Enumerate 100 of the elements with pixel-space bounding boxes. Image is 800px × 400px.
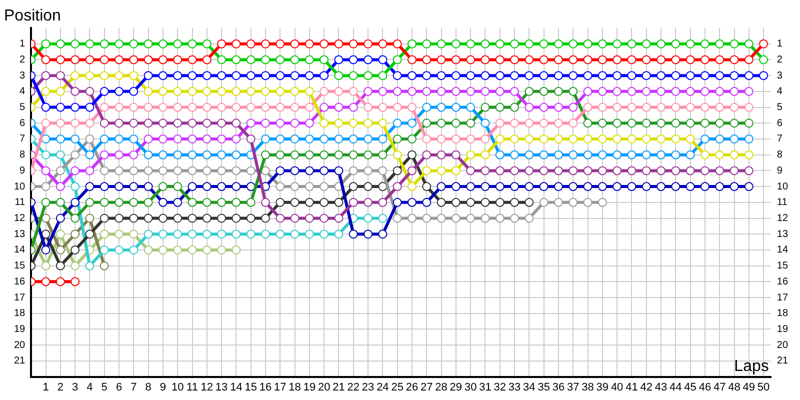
x-tick-label: 31 [479, 381, 492, 394]
point [730, 86, 739, 96]
y-tick-label: 3 [20, 70, 26, 82]
point [232, 102, 241, 112]
point [334, 214, 344, 223]
point [188, 102, 197, 112]
point [217, 86, 226, 96]
point [568, 118, 578, 128]
point [700, 71, 710, 80]
y-tick-label: 11 [14, 197, 26, 208]
point [656, 102, 666, 112]
point [41, 261, 50, 270]
point [334, 166, 344, 176]
point [364, 86, 373, 96]
point [422, 118, 432, 128]
point [276, 230, 285, 239]
point [744, 166, 754, 176]
x-tick-label: 9 [160, 381, 166, 394]
point [495, 166, 504, 176]
point [480, 86, 490, 96]
point [407, 39, 416, 48]
y2-tick-label: 20 [776, 340, 788, 351]
point [304, 71, 314, 80]
point [320, 214, 329, 223]
point [158, 102, 168, 112]
point [217, 166, 226, 176]
x-tick-label: 30 [464, 381, 477, 394]
point [144, 198, 153, 207]
point [85, 198, 94, 207]
point [202, 134, 212, 144]
point [451, 118, 460, 128]
y2-tick-label: 17 [776, 292, 788, 304]
point [759, 39, 768, 48]
point [568, 55, 578, 64]
point [114, 86, 124, 96]
y-tick-label: 4 [20, 86, 26, 98]
y-tick-label: 18 [14, 308, 26, 320]
point [744, 150, 754, 160]
point [612, 55, 622, 64]
point [642, 71, 651, 80]
point [100, 71, 109, 80]
point [627, 86, 636, 96]
point [320, 55, 329, 64]
point [612, 134, 622, 144]
point [744, 55, 754, 64]
point [100, 214, 109, 223]
point [407, 166, 416, 176]
point [656, 86, 666, 96]
x-tick-label: 10 [171, 381, 184, 394]
point [407, 102, 416, 112]
point [686, 39, 695, 48]
x-tick-label: 43 [654, 381, 668, 394]
point [598, 118, 607, 128]
point [246, 198, 256, 207]
point [246, 86, 256, 96]
point [627, 150, 636, 160]
point [217, 71, 226, 80]
x-tick-label: 16 [259, 381, 272, 394]
point [129, 71, 138, 80]
point [407, 71, 416, 80]
point [348, 166, 358, 176]
point [348, 150, 358, 160]
point [129, 150, 138, 160]
point [276, 55, 285, 64]
point [583, 166, 592, 176]
point [436, 182, 446, 192]
point [56, 150, 65, 160]
point [290, 134, 300, 144]
point [276, 150, 285, 160]
point [554, 118, 563, 128]
point [334, 102, 344, 112]
x-tick-label: 5 [101, 381, 108, 394]
point [392, 55, 402, 64]
point [436, 102, 446, 112]
point [583, 86, 592, 96]
y-tick-label: 14 [14, 244, 26, 256]
point [407, 214, 416, 223]
point [129, 118, 138, 128]
point [539, 182, 548, 192]
point [144, 166, 153, 176]
point [495, 198, 504, 207]
point [41, 102, 50, 112]
point [70, 261, 80, 270]
point [202, 230, 212, 239]
point [407, 134, 416, 144]
point [217, 230, 226, 239]
point [422, 71, 432, 80]
point [466, 166, 476, 176]
y2-tick-label: 10 [776, 181, 788, 192]
point [334, 230, 344, 239]
y2-tick-label: 8 [776, 150, 783, 161]
point [348, 39, 358, 48]
point [656, 39, 666, 48]
point [583, 134, 592, 144]
x-tick-label: 45 [684, 381, 696, 394]
point [671, 134, 680, 144]
point [304, 166, 314, 176]
y-tick-label: 15 [14, 260, 26, 272]
point [158, 245, 168, 254]
point [612, 39, 622, 48]
